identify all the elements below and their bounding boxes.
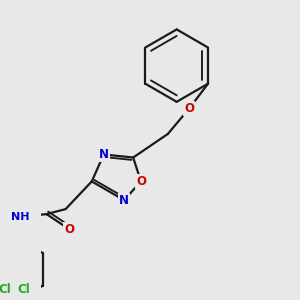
Text: O: O xyxy=(184,102,194,115)
Text: O: O xyxy=(64,223,74,236)
Text: NH: NH xyxy=(11,212,30,222)
Text: Cl: Cl xyxy=(17,283,30,296)
Text: N: N xyxy=(99,148,109,161)
Text: Cl: Cl xyxy=(0,283,11,296)
Text: N: N xyxy=(119,194,129,207)
Text: O: O xyxy=(136,175,146,188)
